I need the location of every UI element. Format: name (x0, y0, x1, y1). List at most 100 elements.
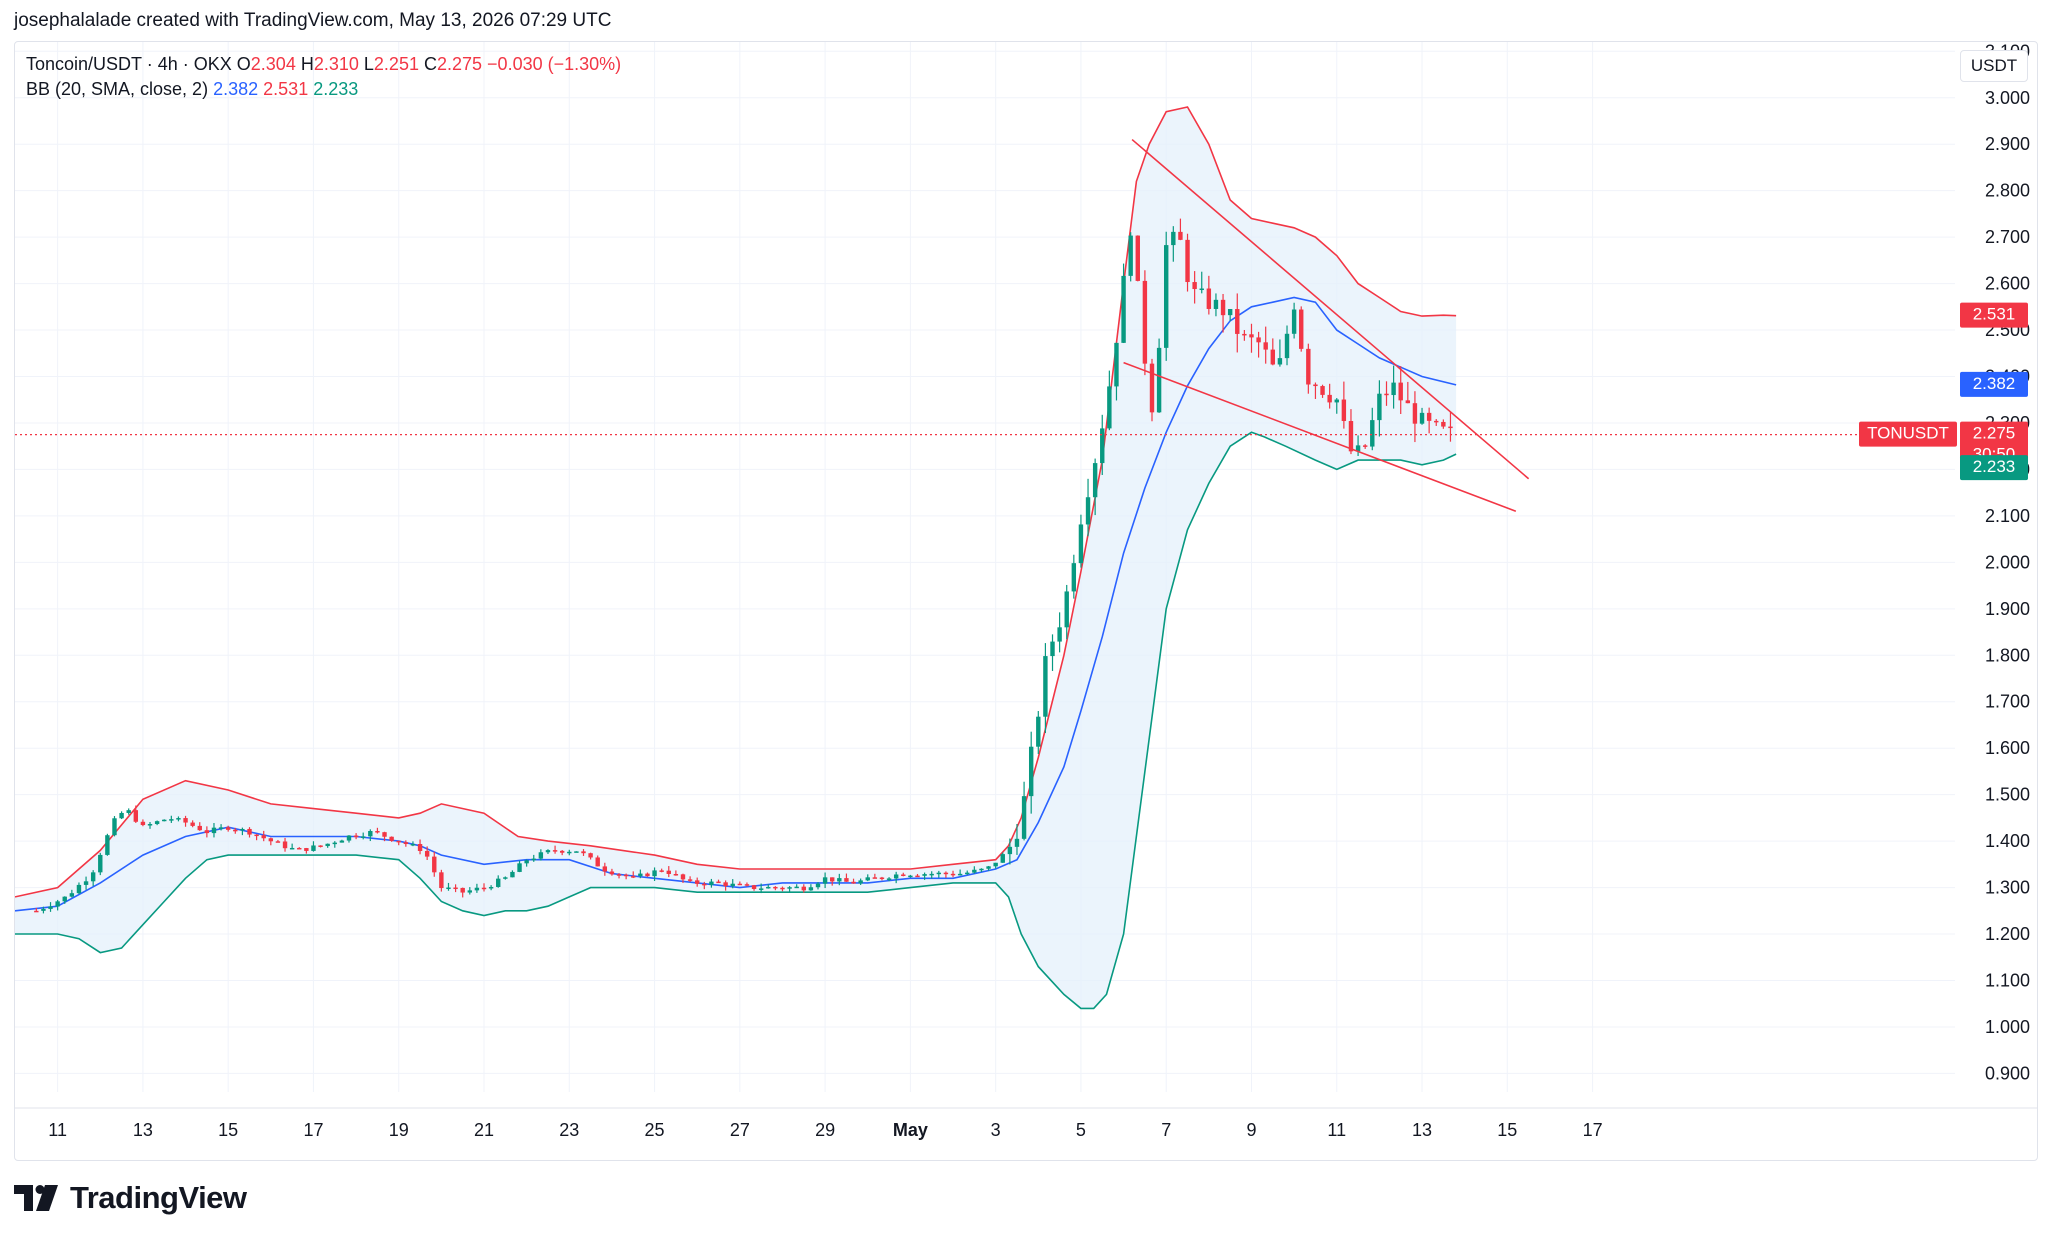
candle-body (289, 847, 295, 850)
candle-body (844, 878, 849, 882)
price-tick-label: 3.000 (1985, 88, 2030, 108)
candle-body (1128, 235, 1133, 276)
last-price-tag-text: 2.275 (1973, 424, 2016, 443)
price-tick-label: 2.000 (1985, 552, 2030, 572)
candle-body (552, 850, 558, 852)
candle-body (680, 874, 686, 880)
chart-area[interactable]: 0.900 1.000 1.100 1.200 1.300 1.400 1.500 1.600… (14, 41, 2038, 1161)
candle-body (503, 877, 508, 879)
candle-body (453, 887, 458, 890)
candle-body (368, 831, 373, 837)
time-tick-label: 11 (1327, 1120, 1346, 1140)
time-tick-label: 23 (559, 1120, 579, 1140)
low-value: 2.251 (373, 54, 419, 74)
candle-body (48, 906, 53, 909)
candle-body (282, 841, 288, 849)
candle-body (140, 821, 146, 826)
candle-body (332, 842, 337, 845)
candle-body (652, 870, 657, 877)
time-tick-label: 13 (1412, 1120, 1432, 1140)
candle-body (716, 881, 721, 884)
candle-body (254, 834, 259, 837)
candle-body (382, 832, 387, 837)
candle-body (176, 818, 181, 820)
candle-body (538, 852, 544, 859)
candle-body (133, 810, 139, 822)
price-tick-label: 2.100 (1985, 506, 2030, 526)
candle-body (780, 887, 785, 890)
bb-indicator-label: BB (20, SMA, close, 2) (26, 79, 209, 99)
candle-body (488, 886, 494, 889)
candle-body (105, 835, 110, 855)
price-tick-label: 1.300 (1985, 878, 2030, 898)
candle-body (1441, 421, 1446, 427)
candle-body (1064, 591, 1069, 628)
candle-body (211, 827, 217, 834)
price-tick-label: 1.100 (1985, 970, 2030, 990)
price-chart[interactable]: 0.900 1.000 1.100 1.200 1.300 1.400 1.500 1.600… (15, 42, 2037, 1160)
high-value: 2.310 (313, 54, 359, 74)
candle-body (957, 873, 963, 876)
time-tick-label: 5 (1076, 1120, 1086, 1140)
candle-body (893, 874, 899, 879)
candle-body (531, 858, 536, 861)
candle-body (758, 888, 764, 890)
candle-body (446, 887, 451, 890)
candle-body (559, 850, 565, 853)
candle-body (474, 887, 480, 891)
time-axis: 11 13 15 17 19 21 23 25 27 29 May 3 5 7 9 11 13 15 17 (15, 1107, 2037, 1140)
candle-body (965, 872, 970, 875)
candle-body (915, 875, 920, 878)
price-tick-label: 1.200 (1985, 924, 2030, 944)
candle-body (1185, 239, 1190, 283)
candle-body (311, 845, 316, 851)
candle-body (616, 874, 622, 876)
candle-body (467, 890, 473, 893)
close-value: 2.275 (436, 54, 483, 74)
candle-body (1092, 463, 1098, 498)
candle-body (694, 880, 700, 884)
candle-body (808, 887, 814, 891)
candle-body (901, 874, 906, 876)
candle-body (815, 883, 821, 888)
candle-body (55, 901, 60, 907)
candle-body (325, 843, 330, 847)
candle-body (545, 850, 551, 853)
candle-body (1171, 231, 1176, 246)
candle-body (1199, 288, 1204, 291)
time-tick-label: 3 (991, 1120, 1001, 1140)
candle-body (1057, 627, 1062, 642)
price-tick-label: 2.900 (1985, 134, 2030, 154)
candle-body (119, 812, 124, 819)
candle-body (865, 877, 870, 881)
bb-basis-value: 2.382 (213, 79, 259, 99)
symbol-label: Toncoin/USDT · 4h · OKX (26, 54, 232, 74)
candle-body (69, 893, 75, 897)
candle-body (972, 869, 977, 873)
candle-body (375, 831, 380, 833)
candle-body (261, 835, 266, 839)
candle-body (1235, 309, 1240, 334)
candle-body (1227, 309, 1233, 316)
candle-body (162, 819, 167, 822)
candle-body (83, 881, 89, 885)
price-tick-label: 1.900 (1985, 599, 2030, 619)
candle-body (34, 910, 39, 913)
candle-body (169, 819, 174, 821)
candle-body (1213, 299, 1219, 309)
time-tick-label: 21 (474, 1120, 494, 1140)
candle-body (1398, 382, 1403, 401)
currency-button[interactable]: USDT (1960, 50, 2028, 82)
candle-body (1341, 399, 1347, 422)
candle-body (1405, 400, 1411, 404)
candle-body (673, 873, 679, 876)
candle-body (1028, 746, 1034, 797)
candle-body (1149, 363, 1155, 413)
candle-body (922, 874, 927, 876)
price-tick-label: 0.900 (1985, 1063, 2030, 1083)
candle-body (1121, 275, 1126, 343)
candle-body (936, 872, 942, 875)
candle-body (346, 835, 352, 841)
candle-body (1107, 386, 1112, 429)
candle-body (766, 886, 771, 889)
